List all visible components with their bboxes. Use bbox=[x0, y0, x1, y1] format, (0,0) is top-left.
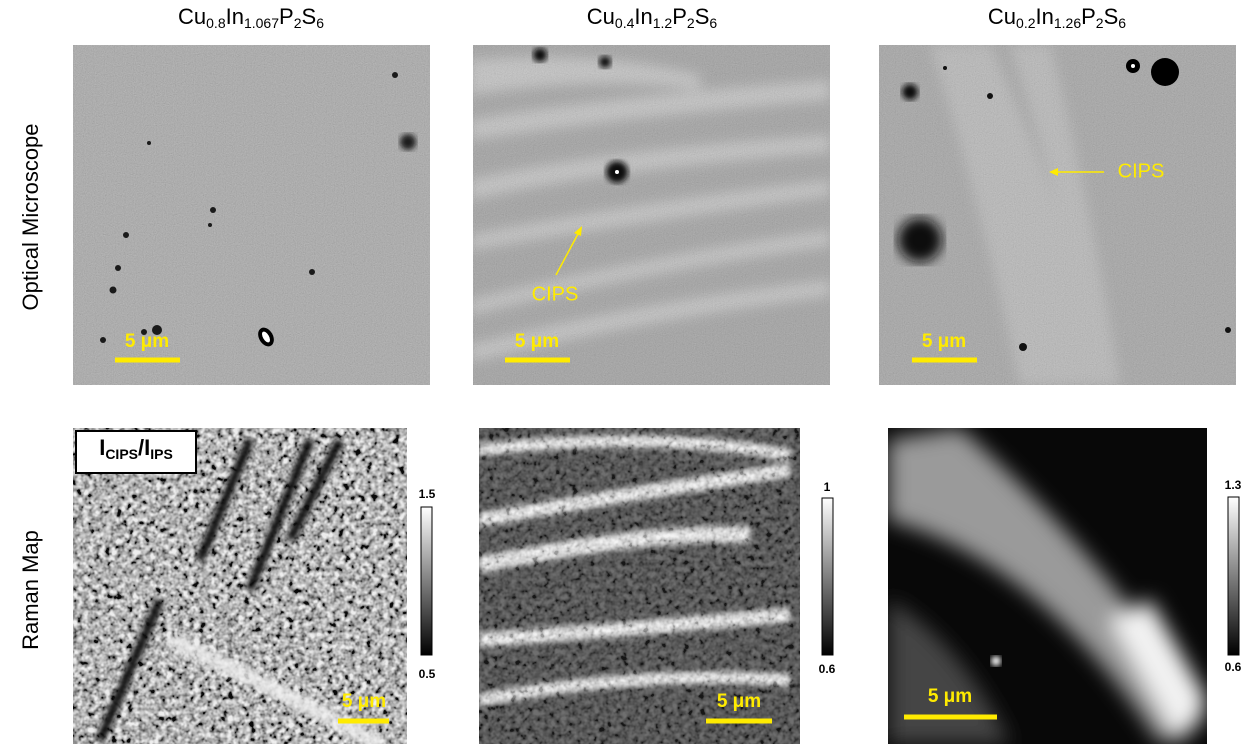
subscript: 2 bbox=[294, 15, 302, 31]
subscript: 6 bbox=[709, 15, 717, 31]
colorbar bbox=[822, 498, 833, 655]
colorbar bbox=[1228, 497, 1239, 655]
scale-label: 5 μm bbox=[342, 691, 386, 712]
text-part: In bbox=[1036, 4, 1054, 29]
colorbar bbox=[421, 507, 432, 655]
text-part: /I bbox=[138, 435, 150, 460]
row-label: Optical Microscope bbox=[18, 123, 43, 310]
text-part: Cu bbox=[988, 4, 1016, 29]
subscript: 6 bbox=[1118, 15, 1126, 31]
scale-label: 5 μm bbox=[515, 331, 559, 352]
subscripted-text: Cu0.8In1.067P2S6 bbox=[178, 4, 324, 31]
subscript: 2 bbox=[1096, 15, 1104, 31]
figure: 5 μm 5 μm 5 μm 5 μm 5 μm 5 μm CIPS CIPS … bbox=[0, 0, 1259, 744]
colorbar-max: 1.5 bbox=[419, 487, 436, 501]
annotation: CIPS bbox=[1118, 160, 1165, 182]
subscripted-text: Cu0.4In1.2P2S6 bbox=[587, 4, 718, 31]
subscript: 0.4 bbox=[615, 15, 635, 31]
subscript: 1.2 bbox=[653, 15, 673, 31]
scale-label: 5 μm bbox=[717, 691, 761, 712]
row-label: Raman Map bbox=[18, 530, 43, 650]
subscripted-text: Cu0.2In1.26P2S6 bbox=[988, 4, 1126, 31]
scale-label: 5 μm bbox=[125, 331, 169, 352]
text-part: S bbox=[1104, 4, 1119, 29]
scale-label: 5 μm bbox=[922, 331, 966, 352]
subscript: 1.067 bbox=[244, 15, 279, 31]
text-part: P bbox=[672, 4, 687, 29]
text-part: P bbox=[1081, 4, 1096, 29]
text-part: Cu bbox=[178, 4, 206, 29]
text-part: P bbox=[279, 4, 294, 29]
colorbar-max: 1.3 bbox=[1225, 478, 1242, 492]
annotation: CIPS bbox=[532, 283, 579, 305]
colorbar-min: 0.6 bbox=[819, 662, 836, 676]
subscript: 0.8 bbox=[206, 15, 226, 31]
subscript: 1.26 bbox=[1054, 15, 1081, 31]
colorbar-min: 0.5 bbox=[419, 667, 436, 681]
text-part: S bbox=[695, 4, 710, 29]
subscript: 6 bbox=[316, 15, 324, 31]
subscript: CIPS bbox=[105, 446, 138, 462]
colorbar-min: 0.6 bbox=[1225, 660, 1242, 674]
subscript: 2 bbox=[687, 15, 695, 31]
text-part: In bbox=[634, 4, 652, 29]
colorbar-max: 1 bbox=[824, 480, 831, 494]
text-part: In bbox=[226, 4, 244, 29]
subscript: IPS bbox=[150, 446, 173, 462]
text-part: S bbox=[302, 4, 317, 29]
text-part: Cu bbox=[587, 4, 615, 29]
subscript: 0.2 bbox=[1016, 15, 1036, 31]
scale-label: 5 μm bbox=[928, 686, 972, 707]
